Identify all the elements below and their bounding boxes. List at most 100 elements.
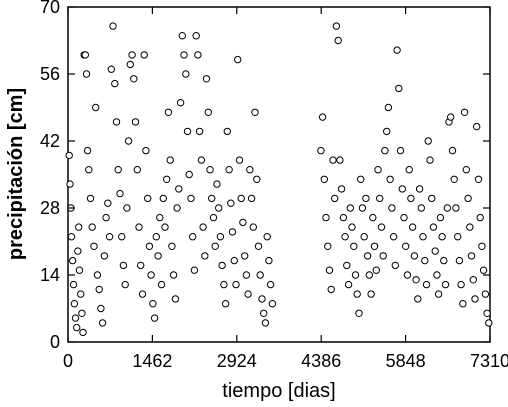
y-axis-label: precipitación [cm] (5, 88, 27, 260)
data-point (216, 233, 225, 241)
data-point (337, 185, 346, 193)
data-point (215, 204, 223, 212)
data-point (121, 280, 129, 289)
data-point (93, 271, 102, 279)
data-point (462, 166, 470, 174)
data-point (258, 295, 266, 303)
data-point (268, 300, 277, 308)
data-point (469, 276, 477, 284)
data-point (220, 280, 228, 289)
data-point (152, 233, 161, 241)
data-point (225, 166, 233, 174)
data-point (67, 233, 76, 241)
data-point (190, 266, 199, 274)
data-point (145, 242, 154, 251)
data-point (452, 204, 460, 212)
data-point (318, 113, 327, 121)
data-point (403, 271, 412, 279)
data-point (92, 103, 100, 112)
data-point (189, 233, 197, 241)
data-point (230, 256, 239, 265)
data-point (265, 256, 273, 265)
data-point (123, 204, 131, 212)
data-point (128, 51, 136, 59)
data-point (178, 32, 187, 40)
data-points (65, 22, 493, 337)
data-point (467, 252, 476, 260)
data-point (133, 166, 142, 174)
data-point (331, 194, 339, 203)
data-point (246, 166, 254, 174)
data-point (460, 108, 469, 117)
data-point (202, 75, 211, 83)
data-point (164, 108, 173, 117)
data-point (400, 213, 408, 222)
y-tick-label: 0 (50, 332, 60, 352)
data-point (118, 233, 126, 241)
x-axis-label: tiempo [dias] (222, 380, 335, 402)
data-point (407, 194, 415, 203)
data-point (81, 51, 90, 59)
data-point (393, 46, 401, 54)
data-point (169, 271, 178, 279)
data-point (419, 233, 427, 241)
data-point (341, 233, 349, 241)
data-point (206, 166, 214, 174)
data-point (381, 146, 389, 155)
data-point (410, 252, 419, 260)
data-point (90, 242, 98, 251)
axis-ticks (67, 6, 491, 343)
data-point (466, 223, 474, 231)
data-point (138, 290, 147, 298)
y-tick-label: 42 (40, 131, 60, 151)
data-point (485, 319, 493, 327)
data-point (75, 266, 84, 274)
data-point (402, 242, 410, 251)
data-point (66, 180, 74, 188)
data-point (422, 280, 431, 289)
data-point (235, 156, 244, 164)
data-point (135, 223, 143, 231)
data-point (367, 290, 375, 298)
data-point (187, 194, 195, 203)
y-tick-label: 28 (40, 198, 60, 218)
data-point (478, 242, 486, 251)
data-point (239, 218, 247, 227)
data-point (254, 242, 263, 251)
data-point (116, 189, 124, 198)
data-point (481, 290, 490, 298)
data-point (471, 295, 479, 303)
data-point (156, 213, 164, 222)
data-point (150, 314, 159, 322)
data-point (221, 300, 230, 308)
data-point (348, 223, 356, 231)
data-point (251, 108, 259, 117)
y-tick-label: 56 (40, 64, 60, 84)
data-point (332, 22, 341, 30)
data-point (88, 223, 96, 231)
data-point (408, 223, 417, 231)
data-point (104, 199, 112, 207)
data-point (386, 175, 394, 184)
data-point (97, 304, 105, 313)
data-point (336, 156, 344, 164)
data-point (144, 194, 152, 203)
data-point (414, 295, 422, 303)
data-point (65, 151, 73, 160)
data-point (78, 309, 86, 317)
data-point (372, 266, 380, 274)
data-point (325, 266, 334, 274)
data-point (228, 228, 237, 236)
data-point (166, 156, 174, 164)
data-point (142, 146, 150, 155)
data-point (339, 213, 348, 222)
data-point (171, 295, 180, 303)
data-point (322, 213, 330, 222)
y-tick-label: 14 (40, 265, 60, 285)
data-point (384, 103, 393, 112)
data-point (450, 175, 458, 184)
data-point (131, 118, 140, 126)
data-point (223, 127, 232, 136)
data-point (476, 213, 484, 222)
